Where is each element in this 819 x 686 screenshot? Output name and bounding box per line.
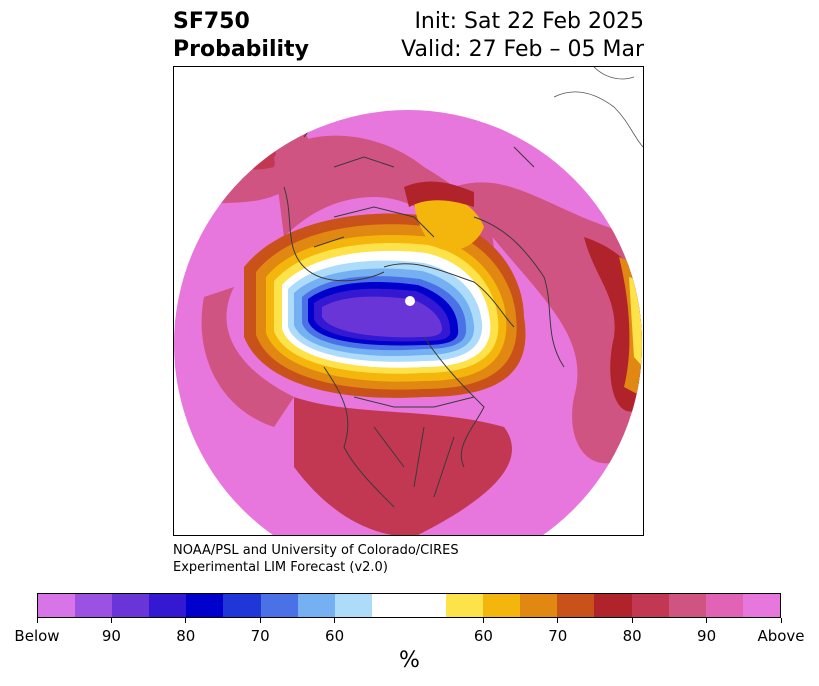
credit-line-2: Experimental LIM Forecast (v2.0) — [173, 560, 388, 575]
credit: NOAA/PSL and University of Colorado/CIRE… — [173, 542, 459, 576]
colorbar-tick-label: Below — [14, 627, 60, 645]
title-type: Probability — [173, 37, 309, 62]
colorbar-segment — [483, 594, 521, 617]
colorbar-segment — [408, 594, 447, 617]
colorbar-tick-label: 80 — [176, 627, 196, 645]
colorbar-tick-label: 90 — [697, 627, 717, 645]
colorbar-segment — [75, 594, 113, 617]
colorbar-segment — [334, 594, 372, 617]
polar-map — [173, 66, 644, 536]
colorbar-segment — [557, 594, 595, 617]
colorbar-segment — [149, 594, 187, 617]
colorbar-segment — [594, 594, 632, 617]
colorbar-segment — [520, 594, 558, 617]
colorbar-tick-mark — [706, 618, 708, 623]
colorbar-segment — [668, 594, 706, 617]
colorbar-tick-mark — [334, 618, 336, 623]
colorbar-segment — [705, 594, 743, 617]
colorbar-tick-mark — [631, 618, 633, 623]
probability-map — [174, 67, 643, 535]
colorbar-tick-label: 70 — [250, 627, 270, 645]
colorbar-tick-label: 60 — [325, 627, 345, 645]
colorbar-segment — [371, 594, 409, 617]
plot-title: SF750 Probability — [173, 8, 309, 64]
colorbar-segment — [260, 594, 298, 617]
outer-coastline — [553, 67, 643, 148]
colorbar-tick-label: 90 — [101, 627, 121, 645]
colorbar-segment — [446, 594, 484, 617]
colorbar-tick-label: Above — [757, 627, 805, 645]
colorbar-segment — [38, 594, 76, 617]
colorbar-tick-label: 80 — [622, 627, 642, 645]
colorbar-ticks: Below 90 80 70 60 60 70 80 90 Above — [0, 618, 819, 648]
colorbar-segment — [223, 594, 261, 617]
colorbar-segment — [742, 594, 780, 617]
colorbar-tick-mark — [482, 618, 484, 623]
colorbar — [37, 593, 781, 618]
probability-field — [174, 110, 642, 535]
colorbar-segment — [631, 594, 669, 617]
colorbar-tick-mark — [110, 618, 112, 623]
plot-dates: Init: Sat 22 Feb 2025 Valid: 27 Feb – 05… — [401, 8, 644, 64]
colorbar-tick-mark — [780, 618, 782, 623]
colorbar-tick-mark — [36, 618, 38, 623]
colorbar-segment — [112, 594, 150, 617]
colorbar-segment — [297, 594, 335, 617]
valid-date: Valid: 27 Feb – 05 Mar — [401, 37, 644, 62]
init-date: Init: Sat 22 Feb 2025 — [414, 9, 644, 34]
colorbar-tick-label: 70 — [548, 627, 568, 645]
colorbar-tick-label: 60 — [473, 627, 493, 645]
colorbar-tick-mark — [259, 618, 261, 623]
colorbar-unit: % — [399, 648, 420, 673]
title-variable: SF750 — [173, 9, 250, 34]
credit-line-1: NOAA/PSL and University of Colorado/CIRE… — [173, 543, 459, 558]
colorbar-segment — [186, 594, 224, 617]
colorbar-tick-mark — [185, 618, 187, 623]
colorbar-tick-mark — [557, 618, 559, 623]
